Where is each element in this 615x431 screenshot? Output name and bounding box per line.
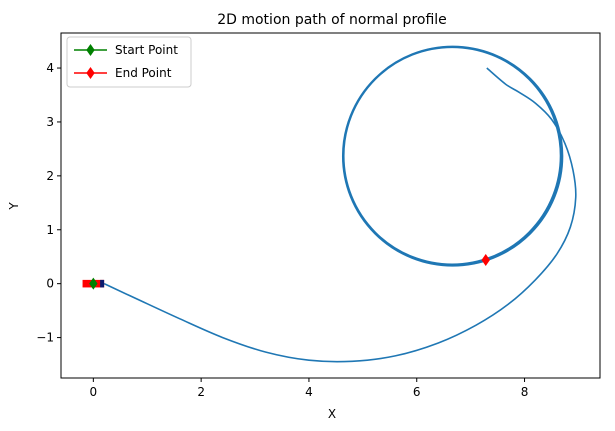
plot-area: 0 2 4 6 8 −1 0 1 2 3 4 xyxy=(36,32,601,399)
x-axis-label: X xyxy=(328,407,336,421)
y-tick-label: 4 xyxy=(46,61,54,75)
x-tick-label: 0 xyxy=(90,385,98,399)
y-axis-label: Y xyxy=(7,202,21,211)
x-tick-label: 8 xyxy=(521,385,529,399)
y-tick-label: 3 xyxy=(46,115,54,129)
legend-diamond-marker xyxy=(86,67,95,79)
x-tick-label: 2 xyxy=(197,385,205,399)
legend: Start Point End Point xyxy=(66,36,192,88)
chart-title: 2D motion path of normal profile xyxy=(217,12,447,28)
y-tick-label: 1 xyxy=(46,223,54,237)
plot-frame xyxy=(60,32,601,379)
legend-diamond-marker xyxy=(86,44,95,56)
y-tick-label: 2 xyxy=(46,169,54,183)
legend-label: Start Point xyxy=(115,43,178,57)
start-point-marker xyxy=(89,277,98,290)
orbit-loop-line xyxy=(343,46,562,265)
spiral-path-line xyxy=(103,67,577,363)
end-point-marker xyxy=(481,253,490,266)
x-tick-label: 6 xyxy=(413,385,421,399)
y-tick-label: −1 xyxy=(36,331,54,345)
data-layer xyxy=(82,45,577,363)
x-tick-label: 4 xyxy=(305,385,313,399)
y-tick-label: 0 xyxy=(46,277,54,291)
legend-label: End Point xyxy=(115,66,172,80)
vehicle-front xyxy=(100,279,105,288)
orbit-loop-line xyxy=(341,45,564,267)
